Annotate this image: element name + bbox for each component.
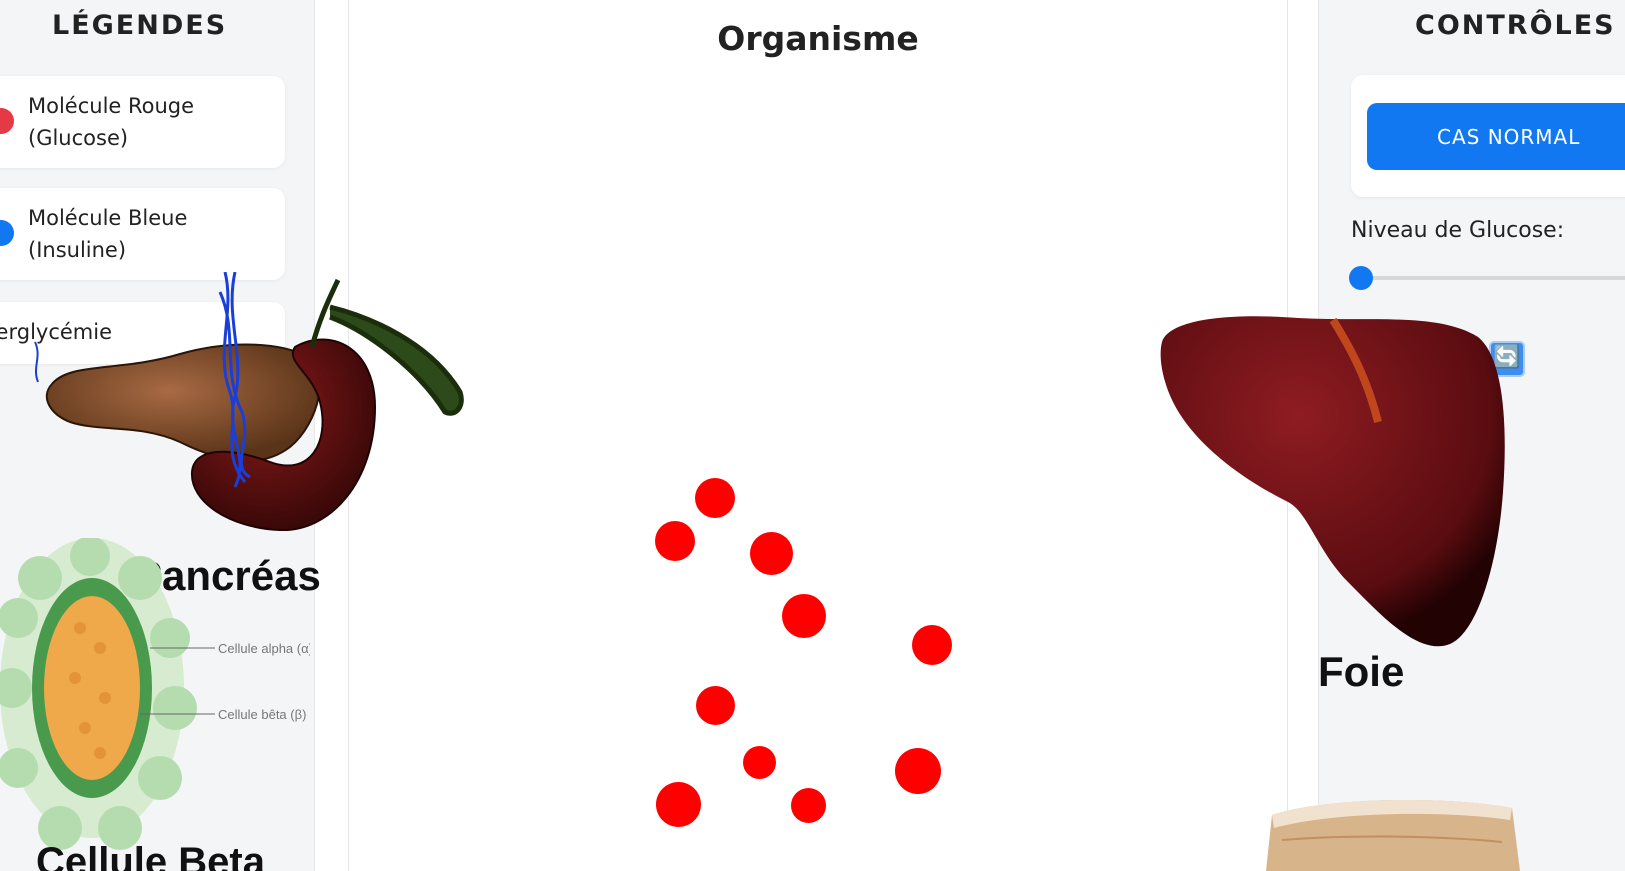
- normal-case-button[interactable]: CAS NORMAL: [1367, 103, 1625, 170]
- glucose-molecule: [791, 788, 826, 823]
- liver-illustration: [1160, 316, 1505, 647]
- blue-molecule-icon: [0, 220, 14, 246]
- legend-title: LÉGENDES: [52, 10, 228, 41]
- glucose-level-label: Niveau de Glucose:: [1351, 218, 1565, 243]
- alpha-cell-callout: Cellule alpha (α): [218, 641, 310, 656]
- glucose-molecule: [655, 521, 695, 561]
- glucose-molecule: [895, 748, 941, 794]
- stage-title: Organisme: [717, 19, 919, 58]
- islet-illustration: Cellule alpha (α) Cellule bêta (β): [0, 538, 310, 850]
- legend-hyperglycemia-label: Hyperglycémie: [0, 320, 113, 344]
- glucose-molecule: [782, 594, 826, 638]
- legend-insulin-line2: (Insuline): [28, 238, 127, 262]
- glucose-molecule: [696, 686, 735, 725]
- legend-item-glucose: Molécule Rouge (Glucose): [0, 76, 285, 168]
- liver-label: Foie: [1318, 648, 1405, 695]
- glucose-slider-track[interactable]: [1361, 276, 1625, 280]
- pancreas-illustration: [34, 272, 464, 532]
- organism-stage: Organisme: [348, 0, 1288, 871]
- legend-insulin-line1: Molécule Bleue: [28, 206, 188, 230]
- glucose-molecule: [750, 532, 793, 575]
- mode-card: CAS NORMAL: [1351, 75, 1625, 197]
- legend-item-label: Molécule Rouge (Glucose): [28, 90, 194, 154]
- tissue-illustration: [1266, 799, 1520, 871]
- pancreas-label: Pancréas: [134, 552, 321, 599]
- glucose-molecule: [656, 782, 701, 827]
- glucose-molecule: [743, 746, 776, 779]
- red-molecule-icon: [0, 108, 14, 134]
- beta-cell-callout: Cellule bêta (β): [218, 707, 306, 722]
- legend-glucose-line1: Molécule Rouge: [28, 94, 195, 118]
- controls-panel: CONTRÔLES CAS NORMAL Niveau de Glucose:: [1318, 0, 1625, 871]
- legend-glucose-line2: (Glucose): [28, 126, 129, 150]
- glucose-molecule: [695, 478, 735, 518]
- beta-cell-label: Cellule Beta: [36, 840, 265, 871]
- legend-item-label: Molécule Bleue (Insuline): [28, 202, 187, 266]
- glucose-slider-thumb[interactable]: [1349, 266, 1373, 290]
- glucose-molecule: [912, 625, 952, 665]
- controls-title: CONTRÔLES: [1415, 10, 1616, 41]
- legend-item-insulin: Molécule Bleue (Insuline): [0, 188, 285, 280]
